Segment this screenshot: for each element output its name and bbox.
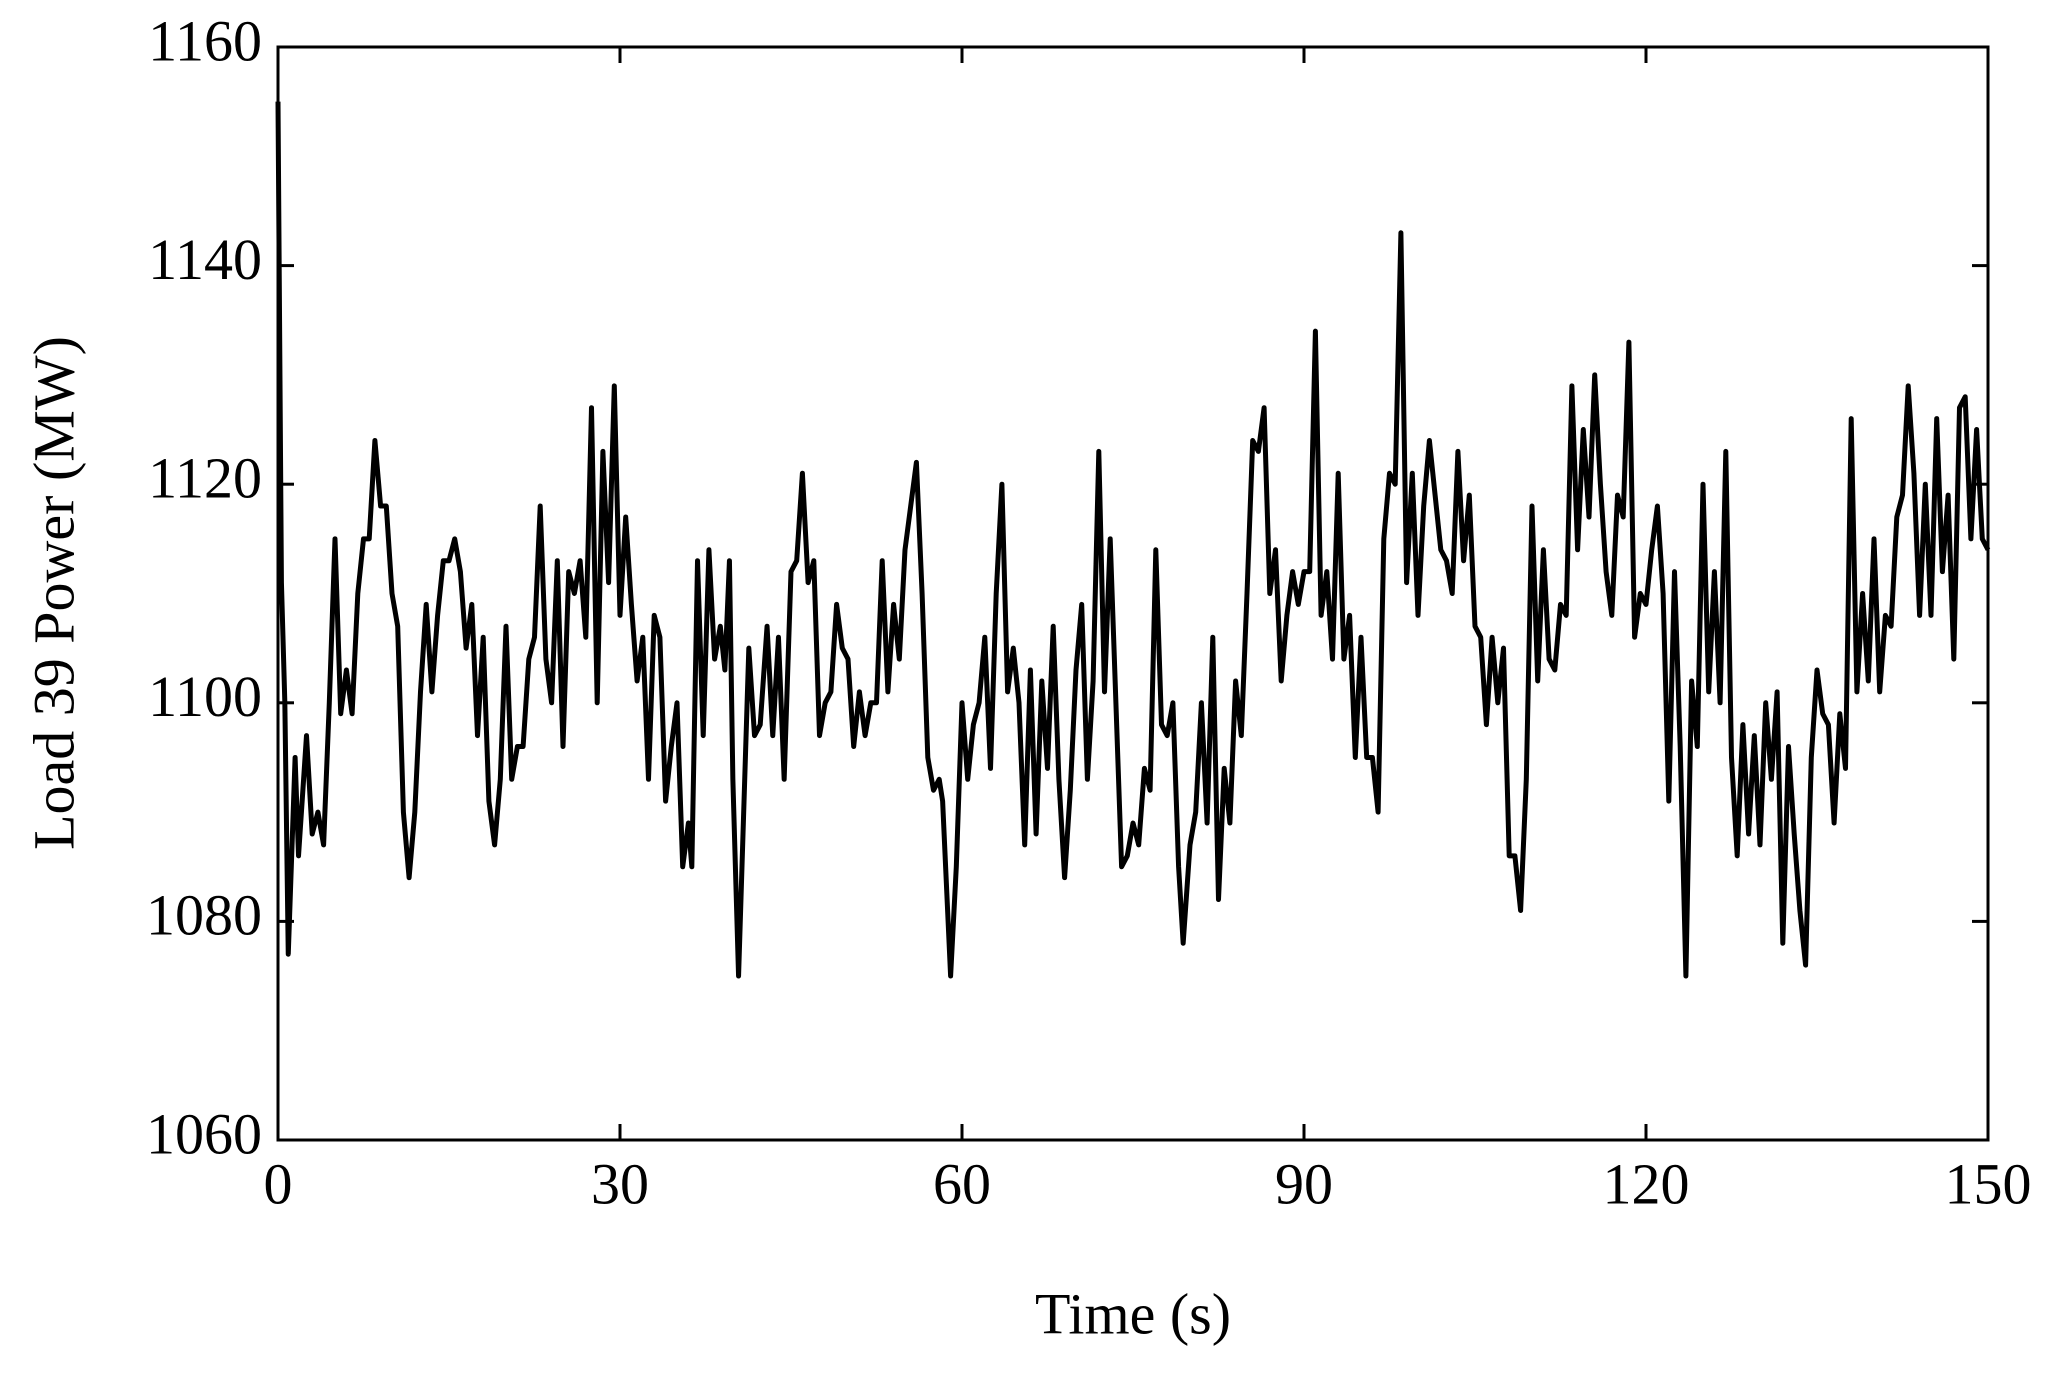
plot-frame (276, 45, 1990, 1142)
x-tick-label: 150 (1945, 1151, 2032, 1216)
y-tick-label: 1100 (148, 664, 262, 729)
x-tick-label: 60 (933, 1151, 991, 1216)
y-tick-label: 1080 (146, 883, 262, 948)
x-tick-label: 90 (1275, 1151, 1333, 1216)
x-tick-label: 0 (264, 1151, 293, 1216)
x-tick-label: 30 (591, 1151, 649, 1216)
y-axis-title: Load 39 Power (MW) (21, 336, 86, 850)
y-tick-label: 1160 (148, 8, 262, 73)
y-tick-label: 1120 (148, 446, 262, 511)
x-axis-title: Time (s) (1035, 1281, 1231, 1346)
data-line (275, 101, 1991, 979)
y-tick-label: 1060 (146, 1101, 262, 1166)
x-tick-label: 120 (1603, 1151, 1690, 1216)
y-tick-label: 1140 (148, 227, 262, 292)
